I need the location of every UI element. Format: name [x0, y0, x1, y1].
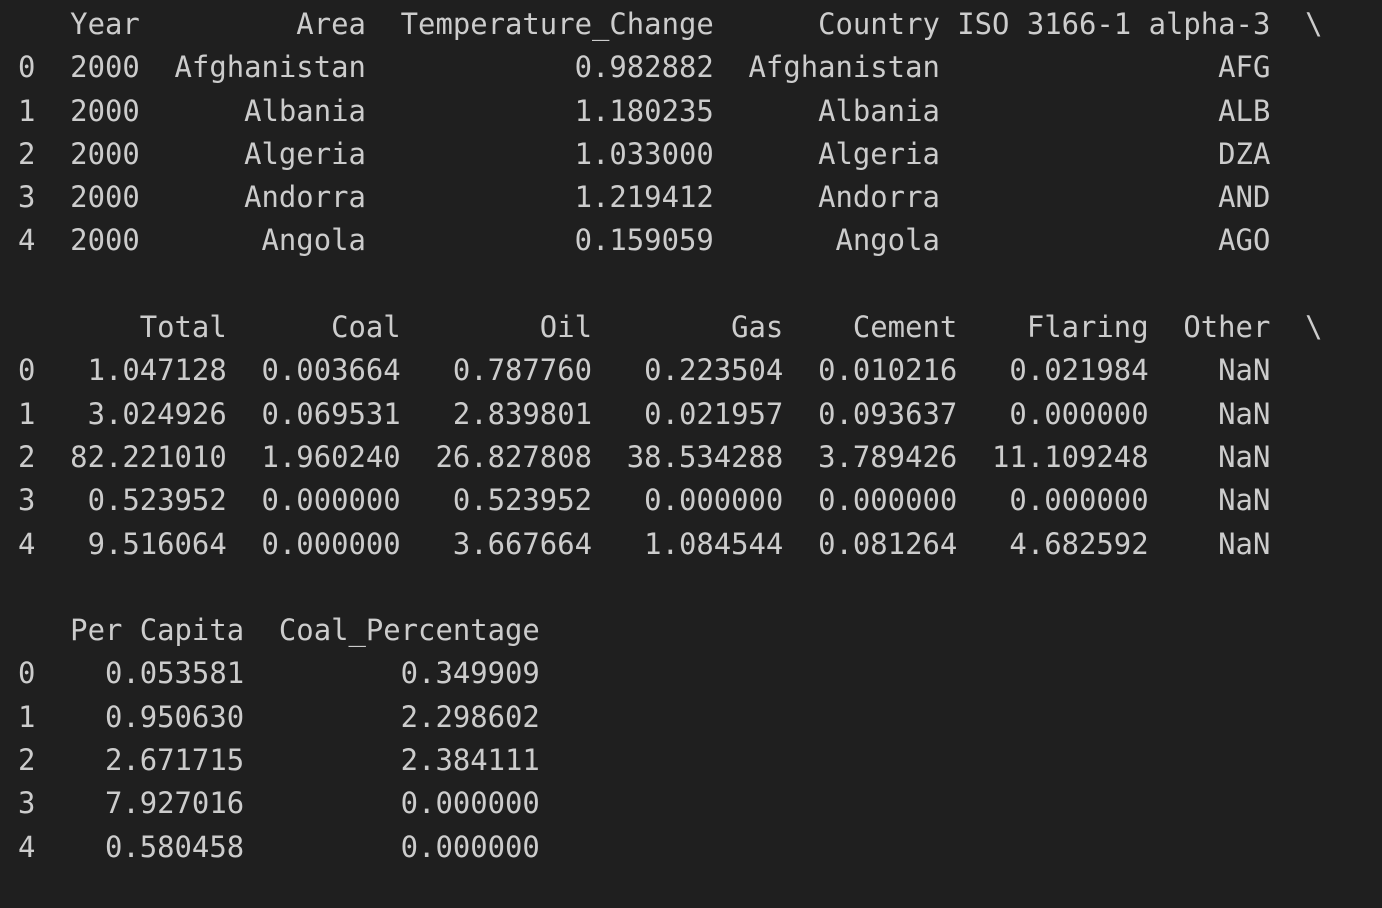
table-row: 2 2.671715 2.384111: [18, 743, 575, 778]
table-header-line: Total Coal Oil Gas Cement Flaring Other …: [18, 310, 1323, 345]
table-row: 3 7.927016 0.000000: [18, 786, 575, 821]
table-row: 3 2000 Andorra 1.219412 Andorra AND: [18, 180, 1323, 215]
table-row: 1 2000 Albania 1.180235 Albania ALB: [18, 93, 1323, 128]
table-header-line: Year Area Temperature_Change Country ISO…: [18, 7, 1323, 41]
table-row: 2 2000 Algeria 1.033000 Algeria DZA: [18, 136, 1323, 171]
terminal-output: Year Area Temperature_Change Country ISO…: [18, 3, 1323, 869]
blank-line: [18, 263, 1323, 306]
table-row: 2 82.221010 1.960240 26.827808 38.534288…: [18, 439, 1323, 474]
table-row: 4 9.516064 0.000000 3.667664 1.084544 0.…: [18, 526, 1323, 561]
table-row: 1 3.024926 0.069531 2.839801 0.021957 0.…: [18, 396, 1323, 431]
table-row: 4 0.580458 0.000000: [18, 829, 575, 864]
blank-line: [18, 566, 1323, 609]
table-row: 0 2000 Afghanistan 0.982882 Afghanistan …: [18, 50, 1323, 85]
table-row: 3 0.523952 0.000000 0.523952 0.000000 0.…: [18, 483, 1323, 518]
table-header-line: Per Capita Coal_Percentage: [18, 613, 575, 648]
table-row: 0 1.047128 0.003664 0.787760 0.223504 0.…: [18, 353, 1323, 388]
table-row: 4 2000 Angola 0.159059 Angola AGO: [18, 223, 1323, 258]
table-row: 0 0.053581 0.349909: [18, 656, 575, 691]
table-row: 1 0.950630 2.298602: [18, 699, 575, 734]
